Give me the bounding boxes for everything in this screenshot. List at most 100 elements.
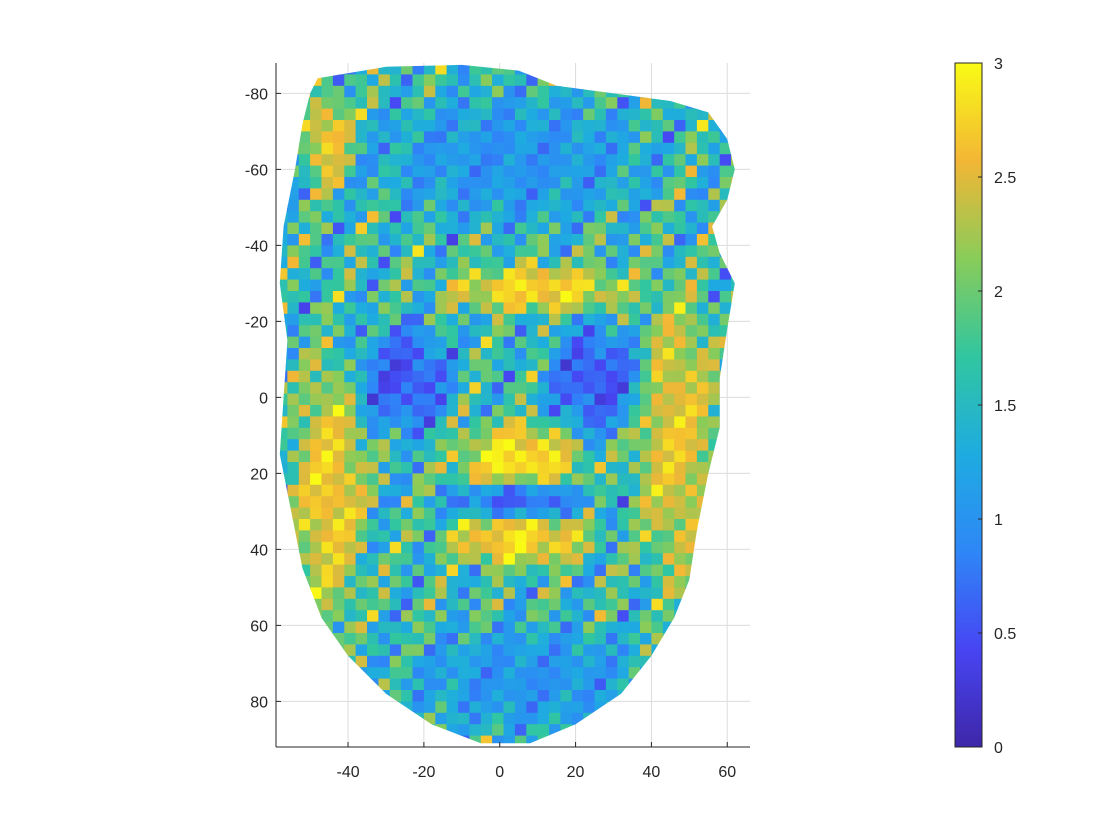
- heatmap-cell: [378, 313, 391, 326]
- heatmap-cell: [594, 325, 607, 338]
- heatmap-cell: [560, 519, 573, 531]
- heatmap-cell: [458, 667, 470, 680]
- heatmap-cell: [617, 245, 630, 258]
- heatmap-cell: [344, 576, 357, 588]
- heatmap-cell: [389, 142, 402, 155]
- heatmap-cell: [571, 313, 584, 326]
- heatmap-cell: [514, 222, 527, 235]
- heatmap-cell: [435, 302, 448, 315]
- heatmap-cell: [617, 462, 630, 474]
- heatmap-cell: [378, 245, 391, 258]
- heatmap-cell: [594, 291, 607, 303]
- heatmap-cell: [492, 701, 505, 714]
- heatmap-cell: [332, 313, 345, 326]
- heatmap-cell: [469, 120, 482, 132]
- heatmap-cell: [662, 587, 675, 600]
- heatmap-cell: [423, 450, 436, 463]
- heatmap-cell: [685, 177, 698, 189]
- heatmap-cell: [685, 142, 698, 155]
- heatmap-cell: [355, 234, 368, 246]
- heatmap-cell: [674, 245, 687, 258]
- heatmap-cell: [446, 336, 459, 349]
- heatmap-cell: [696, 450, 709, 463]
- heatmap-cell: [503, 621, 516, 634]
- y-tick-label: 40: [250, 542, 268, 559]
- heatmap-cell: [628, 97, 641, 110]
- heatmap-cell: [537, 348, 550, 360]
- heatmap-cell: [355, 348, 368, 360]
- heatmap-cell: [583, 348, 596, 360]
- heatmap-cell: [583, 667, 596, 680]
- heatmap-cell: [355, 610, 368, 623]
- heatmap-cell: [571, 541, 584, 554]
- heatmap-cell: [594, 530, 607, 543]
- heatmap-cell: [401, 256, 414, 269]
- heatmap-cell: [640, 211, 652, 224]
- heatmap-cell: [480, 462, 493, 474]
- heatmap-cell: [423, 701, 436, 714]
- heatmap-cell: [423, 690, 436, 702]
- heatmap-cell: [310, 188, 323, 201]
- heatmap-cell: [537, 165, 550, 178]
- heatmap-cell: [401, 268, 414, 281]
- heatmap-cell: [332, 507, 345, 520]
- heatmap-cell: [514, 142, 527, 155]
- heatmap-cell: [367, 541, 379, 554]
- heatmap-cell: [594, 336, 607, 349]
- heatmap-cell: [617, 359, 630, 372]
- heatmap-cell: [378, 302, 391, 315]
- heatmap-cell: [526, 336, 539, 349]
- heatmap-cell: [605, 450, 618, 463]
- heatmap-cell: [583, 165, 596, 178]
- heatmap-cell: [344, 108, 357, 121]
- heatmap-cell: [344, 644, 357, 657]
- heatmap-cell: [480, 633, 493, 645]
- heatmap-cell: [514, 690, 527, 702]
- heatmap-cell: [628, 553, 641, 566]
- heatmap-cell: [446, 154, 459, 167]
- heatmap-cell: [503, 735, 516, 744]
- heatmap-cell: [674, 188, 687, 201]
- heatmap-cell: [605, 416, 618, 429]
- heatmap-cell: [378, 610, 391, 623]
- heatmap-cell: [674, 108, 687, 121]
- heatmap-cell: [378, 644, 391, 657]
- heatmap-cell: [514, 633, 527, 645]
- heatmap-cell: [480, 735, 493, 744]
- heatmap-cell: [446, 313, 459, 326]
- heatmap-cell: [423, 416, 436, 429]
- heatmap-cell: [708, 177, 721, 189]
- heatmap-cell: [469, 348, 482, 360]
- heatmap-cell: [514, 85, 527, 98]
- heatmap-cell: [298, 268, 311, 281]
- heatmap-cell: [401, 234, 414, 246]
- heatmap-cell: [458, 690, 470, 702]
- heatmap-cell: [332, 188, 345, 201]
- heatmap-cell: [344, 633, 357, 645]
- heatmap-cell: [469, 427, 482, 440]
- heatmap-cell: [674, 222, 687, 235]
- heatmap-cell: [332, 348, 345, 360]
- heatmap-cell: [310, 416, 323, 429]
- heatmap-cell: [355, 484, 368, 497]
- y-tick-label: 60: [250, 618, 268, 635]
- heatmap-cell: [674, 382, 687, 395]
- heatmap-cell: [651, 165, 664, 178]
- heatmap-cell: [298, 177, 311, 189]
- heatmap-cell: [537, 359, 550, 372]
- heatmap-cell: [662, 199, 675, 212]
- heatmap-cell: [355, 302, 368, 315]
- heatmap-cell: [537, 473, 550, 486]
- heatmap-cell: [412, 564, 425, 577]
- heatmap-cell: [332, 268, 345, 281]
- heatmap-cell: [367, 97, 379, 110]
- heatmap-cell: [401, 199, 414, 212]
- heatmap-cell: [389, 382, 402, 395]
- heatmap-cell: [526, 496, 539, 509]
- heatmap-cell: [367, 450, 379, 463]
- heatmap-cell: [651, 450, 664, 463]
- heatmap-cell: [503, 359, 516, 372]
- heatmap-cell: [367, 530, 379, 543]
- heatmap-cell: [446, 165, 459, 178]
